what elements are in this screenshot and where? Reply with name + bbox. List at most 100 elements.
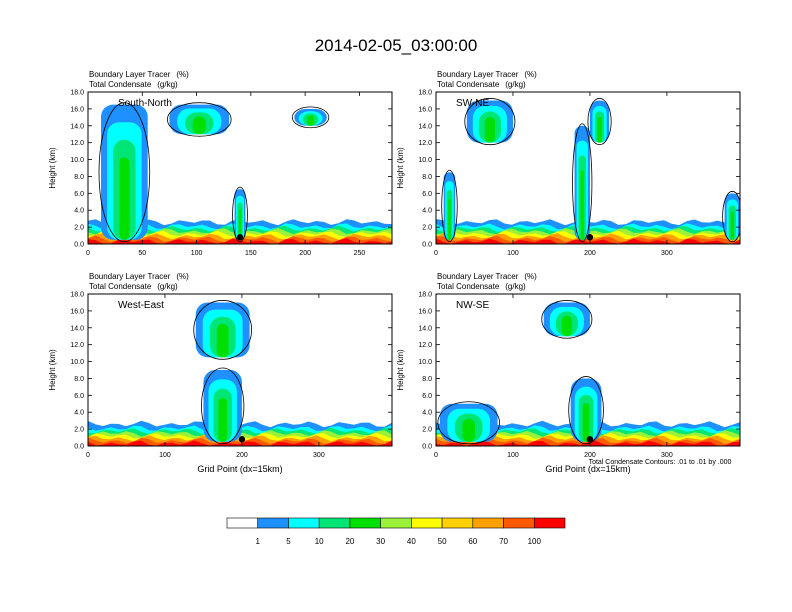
x-tick-label: 0: [434, 250, 438, 257]
colorbar-swatch: [411, 517, 443, 529]
colorbar-swatch: [503, 517, 535, 529]
y-tick-label: 2.0: [74, 427, 84, 434]
condensate-contour: [291, 106, 330, 129]
plume-fill: [119, 157, 130, 240]
contour-label: Total Condensate (g/kg): [89, 282, 178, 291]
condensate-contour: [201, 367, 245, 445]
plume-fill: [561, 315, 572, 337]
contour-label-text: Total Condensate: [89, 80, 152, 89]
field-label: Boundary Layer Tracer (%): [437, 272, 537, 281]
y-tick-label: 8.0: [422, 174, 432, 181]
y-tick-label: 10.0: [418, 157, 432, 164]
colorbar-label: 5: [286, 537, 291, 546]
y-tick-label: 0.0: [74, 444, 84, 451]
field-label: Boundary Layer Tracer (%): [437, 70, 537, 79]
colorbar-swatch: [226, 517, 259, 529]
contour-label-text: Total Condensate: [437, 80, 500, 89]
condensate-contour: [587, 98, 612, 146]
location-marker: [238, 436, 246, 443]
condensate-contour: [232, 186, 248, 243]
plot-frame: [87, 91, 393, 245]
y-tick-label: 16.0: [70, 106, 84, 113]
boundary-layer-band: [436, 238, 740, 244]
y-tick-label: 6.0: [422, 191, 432, 198]
field-units: (%): [524, 70, 537, 79]
x-tick-label: 0: [434, 452, 438, 459]
x-tick-label: 100: [507, 452, 519, 459]
y-tick-label: 16.0: [70, 308, 84, 315]
plume-fill: [484, 116, 495, 143]
plot-frame: [435, 293, 741, 447]
condensate-contour: [167, 102, 232, 137]
y-tick-label: 12.0: [418, 342, 432, 349]
x-tick-label: 300: [313, 452, 325, 459]
panel-south-north: 0.0 2.0 4.0 6.0 8.0 10.0 12.0 14.0 16.0 18.0 0 50 10…: [48, 70, 393, 257]
y-tick-label: 10.0: [418, 359, 432, 366]
condensate-contour: [464, 98, 516, 146]
panel-nw-se: 0.0 2.0 4.0 6.0 8.0 10.0 12.0 14.0 16.0 18.0 0 100 2…: [396, 272, 741, 474]
field-layer: [436, 300, 740, 446]
panel-name: NW-SE: [456, 300, 489, 311]
condensate-contour: [437, 401, 500, 445]
y-tick-label: 6.0: [422, 393, 432, 400]
contour-units: (g/kg): [505, 80, 526, 89]
plume-fill: [306, 115, 315, 126]
panel-name: West-East: [118, 300, 164, 311]
colorbar-label: 1: [256, 537, 261, 546]
field-units: (%): [524, 272, 537, 281]
field-units: (%): [176, 272, 189, 281]
colorbar: 1 5 10 20 30 40 50 60 70 100: [226, 517, 566, 546]
contour-note: Total Condensate Contours: .01 to .01 by…: [589, 459, 732, 466]
x-tick-label: 300: [661, 452, 673, 459]
figure-title: 2014-02-05_03:00:00: [315, 36, 478, 55]
x-tick-label: 0: [86, 250, 90, 257]
field-units: (%): [176, 70, 189, 79]
plume-fill: [597, 116, 602, 143]
y-tick-label: 8.0: [74, 174, 84, 181]
y-tick-label: 4.0: [74, 410, 84, 417]
y-tick-label: 0.0: [74, 242, 84, 249]
boundary-layer-band: [88, 238, 392, 244]
x-tick-label: 200: [236, 452, 248, 459]
contour-label: Total Condensate (g/kg): [437, 80, 526, 89]
panel-name: South-North: [118, 98, 172, 109]
field-label: Boundary Layer Tracer (%): [89, 70, 189, 79]
contour-units: (g/kg): [505, 282, 526, 291]
colorbar-swatch: [349, 517, 381, 529]
field-label: Boundary Layer Tracer (%): [89, 272, 189, 281]
contour-units: (g/kg): [157, 282, 178, 291]
colorbar-swatch: [257, 517, 289, 529]
condensate-contour: [722, 190, 740, 243]
plume-fill: [218, 397, 227, 442]
colorbar-label: 10: [315, 537, 324, 546]
field-label-text: Boundary Layer Tracer: [437, 272, 519, 281]
y-tick-label: 2.0: [74, 225, 84, 232]
location-marker: [586, 436, 594, 443]
y-tick-label: 12.0: [70, 140, 84, 147]
y-tick-label: 16.0: [418, 106, 432, 113]
contour-label: Total Condensate (g/kg): [89, 80, 178, 89]
y-axis-label: Height (km): [48, 147, 57, 189]
condensate-contour: [568, 376, 604, 445]
condensate-contour: [572, 123, 593, 243]
contour-label-text: Total Condensate: [89, 282, 152, 291]
y-tick-label: 6.0: [74, 191, 84, 198]
plume-fill: [216, 323, 229, 358]
colorbar-label: 70: [499, 537, 508, 546]
y-tick-label: 18.0: [70, 292, 84, 299]
plume-fill: [580, 170, 584, 240]
field-label-text: Boundary Layer Tracer: [89, 70, 171, 79]
plume-fill: [238, 208, 242, 240]
x-tick-label: 100: [159, 452, 171, 459]
plume-fill: [730, 211, 734, 240]
y-tick-label: 18.0: [70, 90, 84, 97]
y-tick-label: 0.0: [422, 242, 432, 249]
colorbar-swatch: [380, 517, 412, 529]
y-tick-label: 10.0: [70, 359, 84, 366]
x-tick-label: 0: [86, 452, 90, 459]
y-tick-label: 18.0: [418, 292, 432, 299]
colorbar-label: 40: [407, 537, 416, 546]
colorbar-swatch: [533, 517, 566, 529]
colorbar-label: 50: [438, 537, 447, 546]
colorbar-swatch: [318, 517, 351, 529]
